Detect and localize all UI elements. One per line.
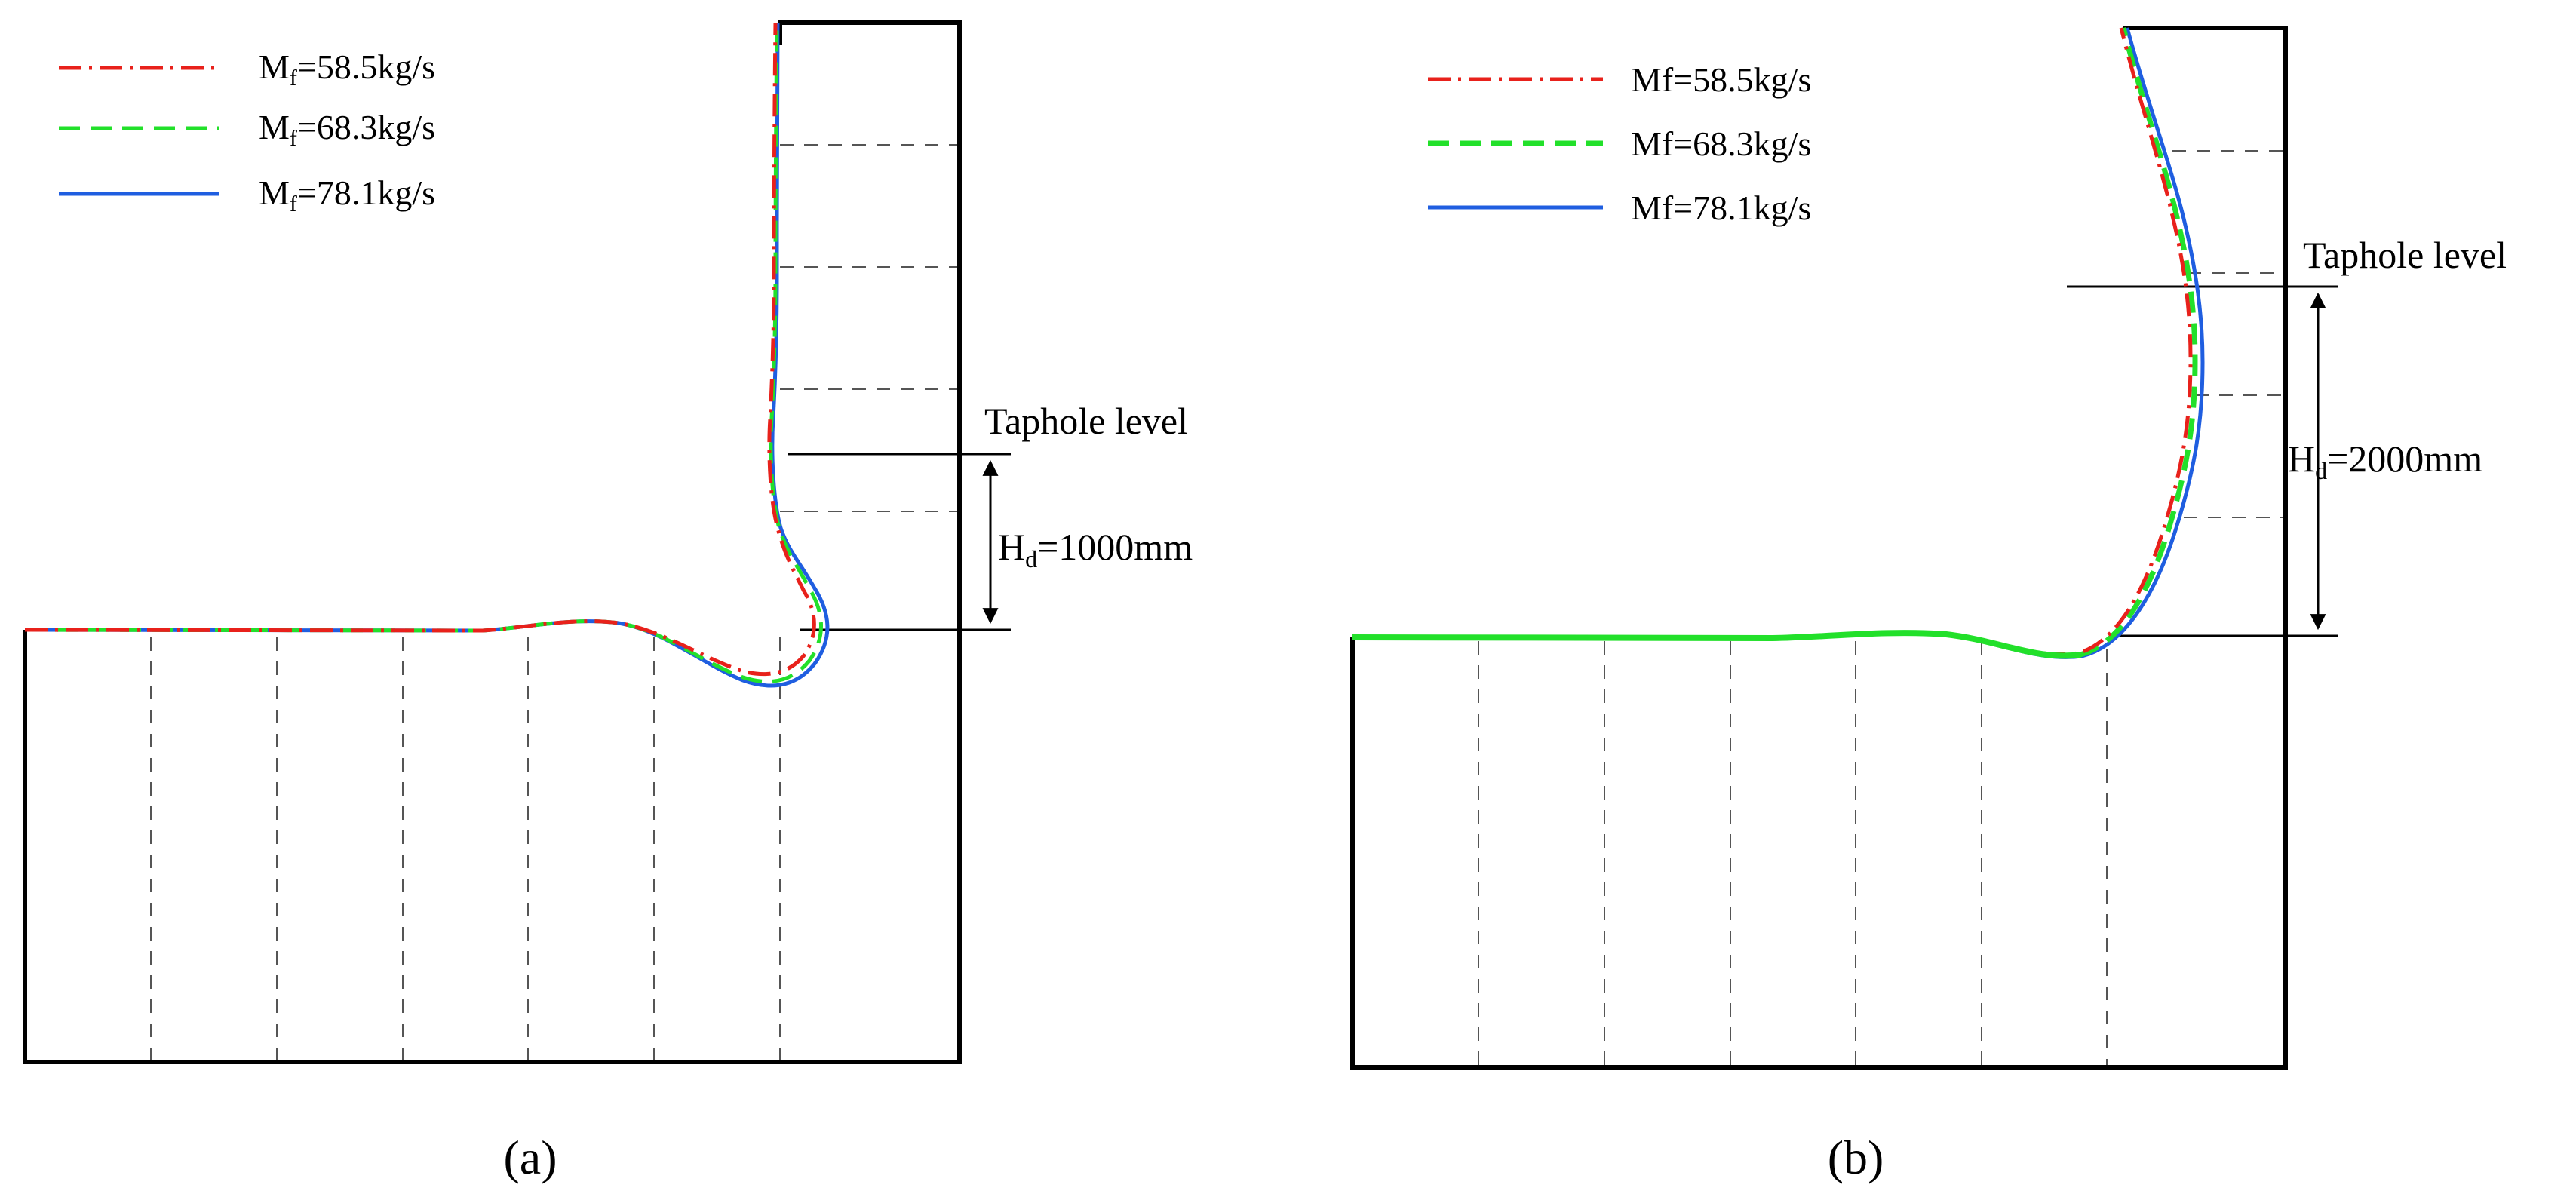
panel-a-curves (24, 22, 830, 688)
panel-b-frame (1350, 26, 2288, 1070)
panel-a-legend: Mf=58.5kg/s Mf=68.3kg/s Mf=78.1kg/s (59, 48, 435, 216)
panel-a-curve-58-5 (24, 22, 816, 676)
panel-a-grid-vertical (150, 637, 781, 1060)
panel-b-curve-68-3 (1352, 27, 2198, 658)
panel-a-legend-label-3: Mf=78.1kg/s (259, 173, 435, 216)
panel-a-frame (23, 20, 962, 1064)
panel-a-grid-horizontal (780, 144, 958, 512)
panel-a-height-label: Hd=1000mm (998, 526, 1193, 572)
panel-b-caption: (b) (1828, 1131, 1884, 1184)
panel-b-curve-78-1 (1352, 27, 2205, 659)
panel-a-legend-label-1: Mf=58.5kg/s (259, 48, 435, 91)
panel-b-legend-label-2: Mf=68.3kg/s (1631, 124, 1811, 163)
panel-b-legend-label-3: Mf=78.1kg/s (1631, 189, 1811, 227)
panel-b-legend: Mf=58.5kg/s Mf=68.3kg/s Mf=78.1kg/s (1428, 60, 1811, 227)
panel-a: Mf=58.5kg/s Mf=68.3kg/s Mf=78.1kg/s Taph… (23, 20, 1193, 1184)
panel-a-taphole-label: Taphole level (984, 400, 1188, 442)
panel-b-taphole-label: Taphole level (2303, 234, 2507, 276)
panel-b-grid-horizontal (2172, 150, 2286, 518)
panel-b-legend-label-1: Mf=58.5kg/s (1631, 60, 1811, 99)
panel-a-caption: (a) (503, 1131, 557, 1184)
panel-b-height-label: Hd=2000mm (2288, 437, 2482, 484)
panel-b-curve-58-5 (1352, 27, 2193, 657)
panel-b-curves (1352, 27, 2205, 659)
panel-b-grid-vertical (1478, 641, 2108, 1065)
panel-b: Mf=58.5kg/s Mf=68.3kg/s Mf=78.1kg/s Taph… (1350, 26, 2507, 1184)
panel-a-legend-label-2: Mf=68.3kg/s (259, 108, 435, 151)
panel-b-curve-hearth-overlay (1352, 630, 2081, 659)
